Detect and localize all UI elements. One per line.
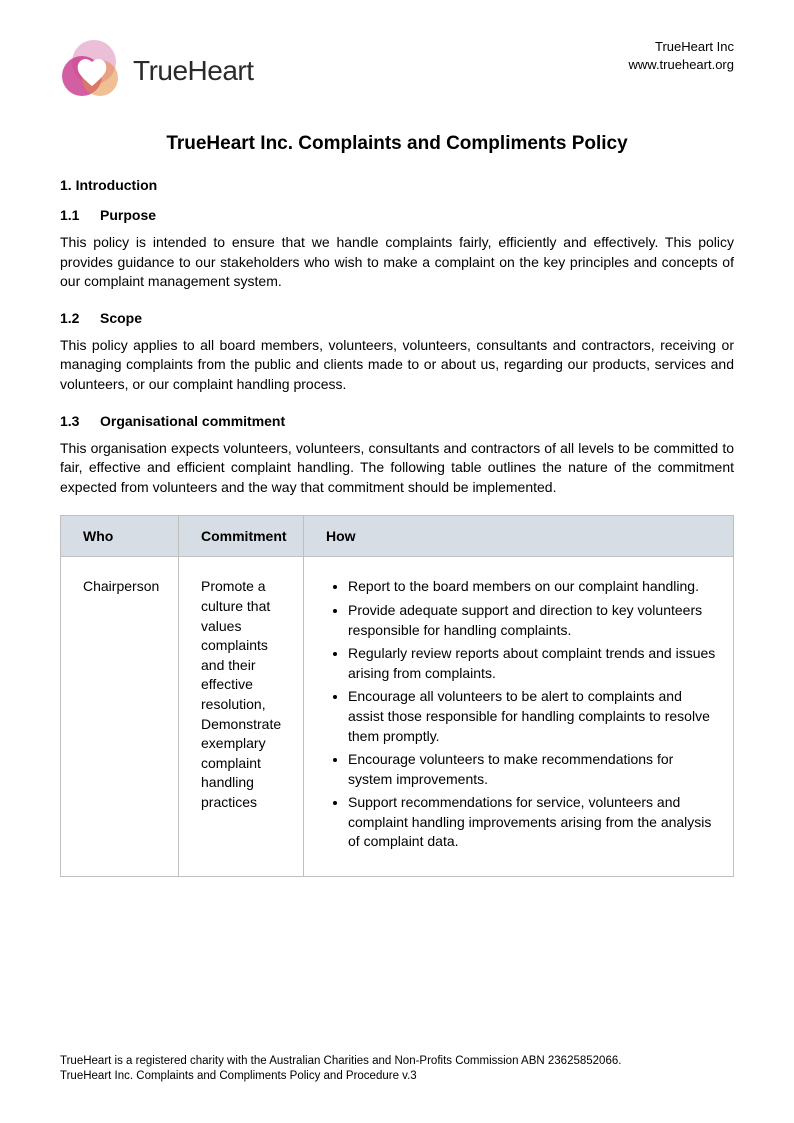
section-label: Scope: [100, 310, 142, 326]
footer-line-2: TrueHeart Inc. Complaints and Compliment…: [60, 1069, 734, 1085]
list-item: Provide adequate support and direction t…: [348, 601, 719, 640]
section-label: Organisational commitment: [100, 413, 285, 429]
section-1-1-body: This policy is intended to ensure that w…: [60, 233, 734, 292]
list-item: Encourage all volunteers to be alert to …: [348, 687, 719, 746]
col-header-commitment: Commitment: [179, 516, 304, 557]
org-url: www.trueheart.org: [629, 56, 735, 74]
list-item: Regularly review reports about complaint…: [348, 644, 719, 683]
org-name: TrueHeart Inc: [629, 38, 735, 56]
logo-icon: [60, 38, 125, 103]
table-header-row: Who Commitment How: [61, 516, 734, 557]
col-header-who: Who: [61, 516, 179, 557]
page-footer: TrueHeart is a registered charity with t…: [60, 1054, 734, 1085]
section-1-3-body: This organisation expects volunteers, vo…: [60, 439, 734, 498]
list-item: Encourage volunteers to make recommendat…: [348, 750, 719, 789]
section-num: 1.1: [60, 207, 100, 223]
footer-line-1: TrueHeart is a registered charity with t…: [60, 1054, 734, 1070]
header-meta: TrueHeart Inc www.trueheart.org: [629, 38, 735, 74]
section-1-3-heading: 1.3Organisational commitment: [60, 413, 734, 429]
page-header: TrueHeart TrueHeart Inc www.trueheart.or…: [60, 38, 734, 103]
col-header-how: How: [304, 516, 734, 557]
table-row: Chairperson Promote a culture that value…: [61, 557, 734, 877]
logo-text: TrueHeart: [133, 55, 254, 87]
section-num: 1.3: [60, 413, 100, 429]
logo-block: TrueHeart: [60, 38, 254, 103]
how-list: Report to the board members on our compl…: [326, 577, 719, 852]
section-label: Purpose: [100, 207, 156, 223]
section-1-2-heading: 1.2Scope: [60, 310, 734, 326]
section-1-heading: 1. Introduction: [60, 177, 734, 193]
cell-commitment: Promote a culture that values complaints…: [179, 557, 304, 877]
document-title: TrueHeart Inc. Complaints and Compliment…: [60, 133, 734, 155]
section-1-2-body: This policy applies to all board members…: [60, 336, 734, 395]
cell-how: Report to the board members on our compl…: [304, 557, 734, 877]
list-item: Report to the board members on our compl…: [348, 577, 719, 597]
list-item: Support recommendations for service, vol…: [348, 793, 719, 852]
commitment-table: Who Commitment How Chairperson Promote a…: [60, 515, 734, 877]
section-1-1-heading: 1.1Purpose: [60, 207, 734, 223]
cell-who: Chairperson: [61, 557, 179, 877]
section-num: 1.2: [60, 310, 100, 326]
